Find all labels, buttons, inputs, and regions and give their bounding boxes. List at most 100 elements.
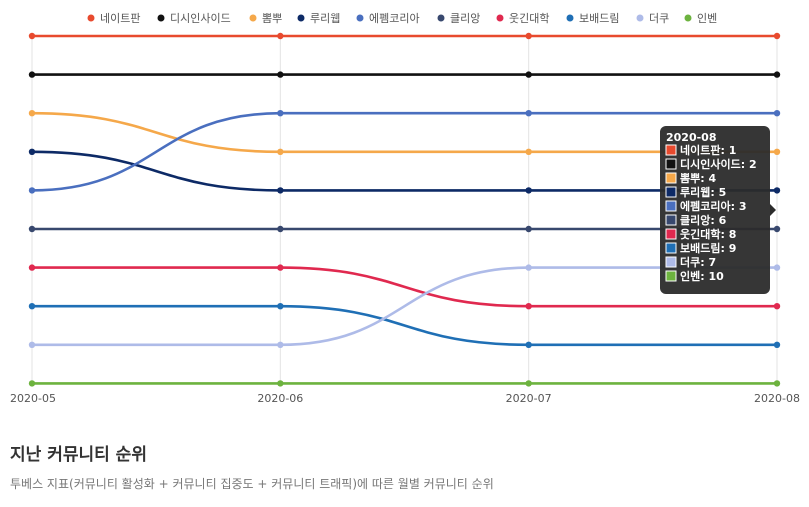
tooltip-swatch: [665, 214, 677, 226]
data-point: [525, 264, 532, 271]
legend-label: 클리앙: [450, 12, 480, 25]
x-tick-label: 2020-05: [10, 392, 56, 405]
data-point: [525, 32, 532, 40]
series-line: [32, 266, 777, 347]
tooltip-entry: 클리앙: 6: [680, 213, 727, 227]
legend-label: 네이트판: [100, 12, 140, 25]
data-point: [525, 303, 532, 310]
x-tick-label: 2020-06: [257, 392, 303, 405]
legend-marker: [249, 14, 257, 22]
legend-label: 디시인사이드: [170, 12, 231, 25]
legend-label: 루리웹: [310, 12, 340, 25]
data-point: [525, 187, 532, 194]
tooltip-entry: 디시인사이드: 2: [680, 157, 757, 171]
series-line: [31, 150, 777, 192]
data-point: [28, 303, 36, 310]
series-line: [32, 304, 777, 347]
tooltip-entry: 인벤: 10: [680, 269, 724, 283]
x-tick-label: 2020-07: [506, 392, 552, 405]
legend-label: 에펨코리아: [369, 12, 420, 25]
tooltip-swatch: [665, 270, 677, 282]
series-line: [32, 266, 778, 308]
data-point: [277, 380, 284, 387]
legend-label: 인벤: [697, 12, 717, 25]
data-point: [773, 303, 781, 310]
data-point: [28, 32, 36, 40]
data-point: [28, 225, 36, 233]
data-point: [773, 148, 781, 155]
legend: 네이트판 디시인사이드 뽐뿌 루리웹 에펨코리아 클리앙 웃긴대학 보배드림 더쿠 인벤: [87, 12, 717, 25]
tooltip-box: [660, 126, 770, 294]
section-description: 투베스 지표(커뮤니티 활성화 + 커뮤니티 집중도 + 커뮤니티 트래픽)에 …: [10, 477, 494, 491]
series-lines: [31, 34, 778, 385]
data-point: [28, 110, 36, 117]
tooltip-title: 2020-08: [666, 131, 717, 144]
data-point: [277, 148, 284, 155]
tooltip-entry: 에펨코리아: 3: [680, 199, 746, 213]
tooltip-swatch: [665, 242, 677, 254]
legend-marker: [356, 14, 364, 22]
legend-label: 웃긴대학: [509, 12, 549, 25]
data-point: [277, 187, 284, 194]
data-point: [277, 303, 284, 310]
data-point: [28, 71, 36, 78]
tooltip-swatch: [665, 172, 677, 184]
data-point: [773, 110, 781, 117]
data-points: [28, 32, 781, 387]
legend-label: 더쿠: [649, 12, 669, 25]
data-point: [773, 71, 781, 78]
data-point: [773, 264, 781, 271]
tooltip-entry: 보배드림: 9: [680, 241, 736, 255]
legend-label: 뽐뿌: [262, 12, 282, 25]
data-point: [28, 380, 36, 387]
tooltip-entry: 루리웹: 5: [680, 185, 726, 199]
tooltip-swatch: [665, 200, 677, 212]
x-axis: 2020-05 2020-06 2020-07 2020-08: [10, 392, 800, 405]
data-point: [773, 380, 781, 387]
data-point: [277, 32, 284, 40]
data-point: [277, 110, 284, 117]
tooltip-swatch: [665, 186, 677, 198]
legend-marker: [297, 14, 305, 22]
tooltip-entry: 뽐뿌: 4: [680, 171, 716, 185]
legend-marker: [496, 14, 504, 22]
legend-label: 보배드림: [579, 12, 619, 25]
data-point: [28, 187, 36, 194]
data-point: [525, 341, 532, 348]
tooltip-swatch: [665, 256, 677, 268]
data-point: [773, 187, 781, 194]
tooltip-swatch: [665, 158, 677, 170]
legend-marker: [636, 14, 644, 22]
data-point: [277, 225, 284, 233]
grid-lines: [31, 36, 778, 384]
data-point: [525, 225, 532, 233]
data-point: [277, 341, 284, 348]
data-point: [773, 32, 781, 40]
data-point: [28, 341, 36, 348]
data-point: [525, 148, 532, 155]
data-point: [525, 71, 532, 78]
legend-marker: [684, 14, 692, 22]
tooltip-entry: 네이트판: 1: [680, 143, 736, 157]
x-tick-label: 2020-08: [754, 392, 800, 405]
tooltip-swatch: [665, 228, 677, 240]
legend-marker: [566, 14, 574, 22]
tooltip-swatch: [665, 144, 677, 156]
data-point: [28, 148, 36, 155]
community-rank-chart: 2020-05 2020-06 2020-07 2020-08 네이트판 디시인사이드 뽐…: [10, 12, 800, 405]
data-point: [277, 264, 284, 271]
series-line: [31, 111, 777, 154]
data-point: [773, 341, 781, 348]
data-point: [28, 264, 36, 271]
data-point: [277, 71, 284, 78]
tooltip-entry: 더쿠: 7: [680, 255, 716, 269]
data-point: [773, 225, 781, 233]
legend-marker: [157, 14, 165, 22]
data-point: [525, 110, 532, 117]
legend-marker: [87, 14, 95, 22]
tooltip-entry: 웃긴대학: 8: [680, 227, 736, 241]
legend-marker: [437, 14, 445, 22]
section-title: 지난 커뮤니티 순위: [10, 445, 147, 465]
tooltip-caret: [770, 204, 776, 216]
